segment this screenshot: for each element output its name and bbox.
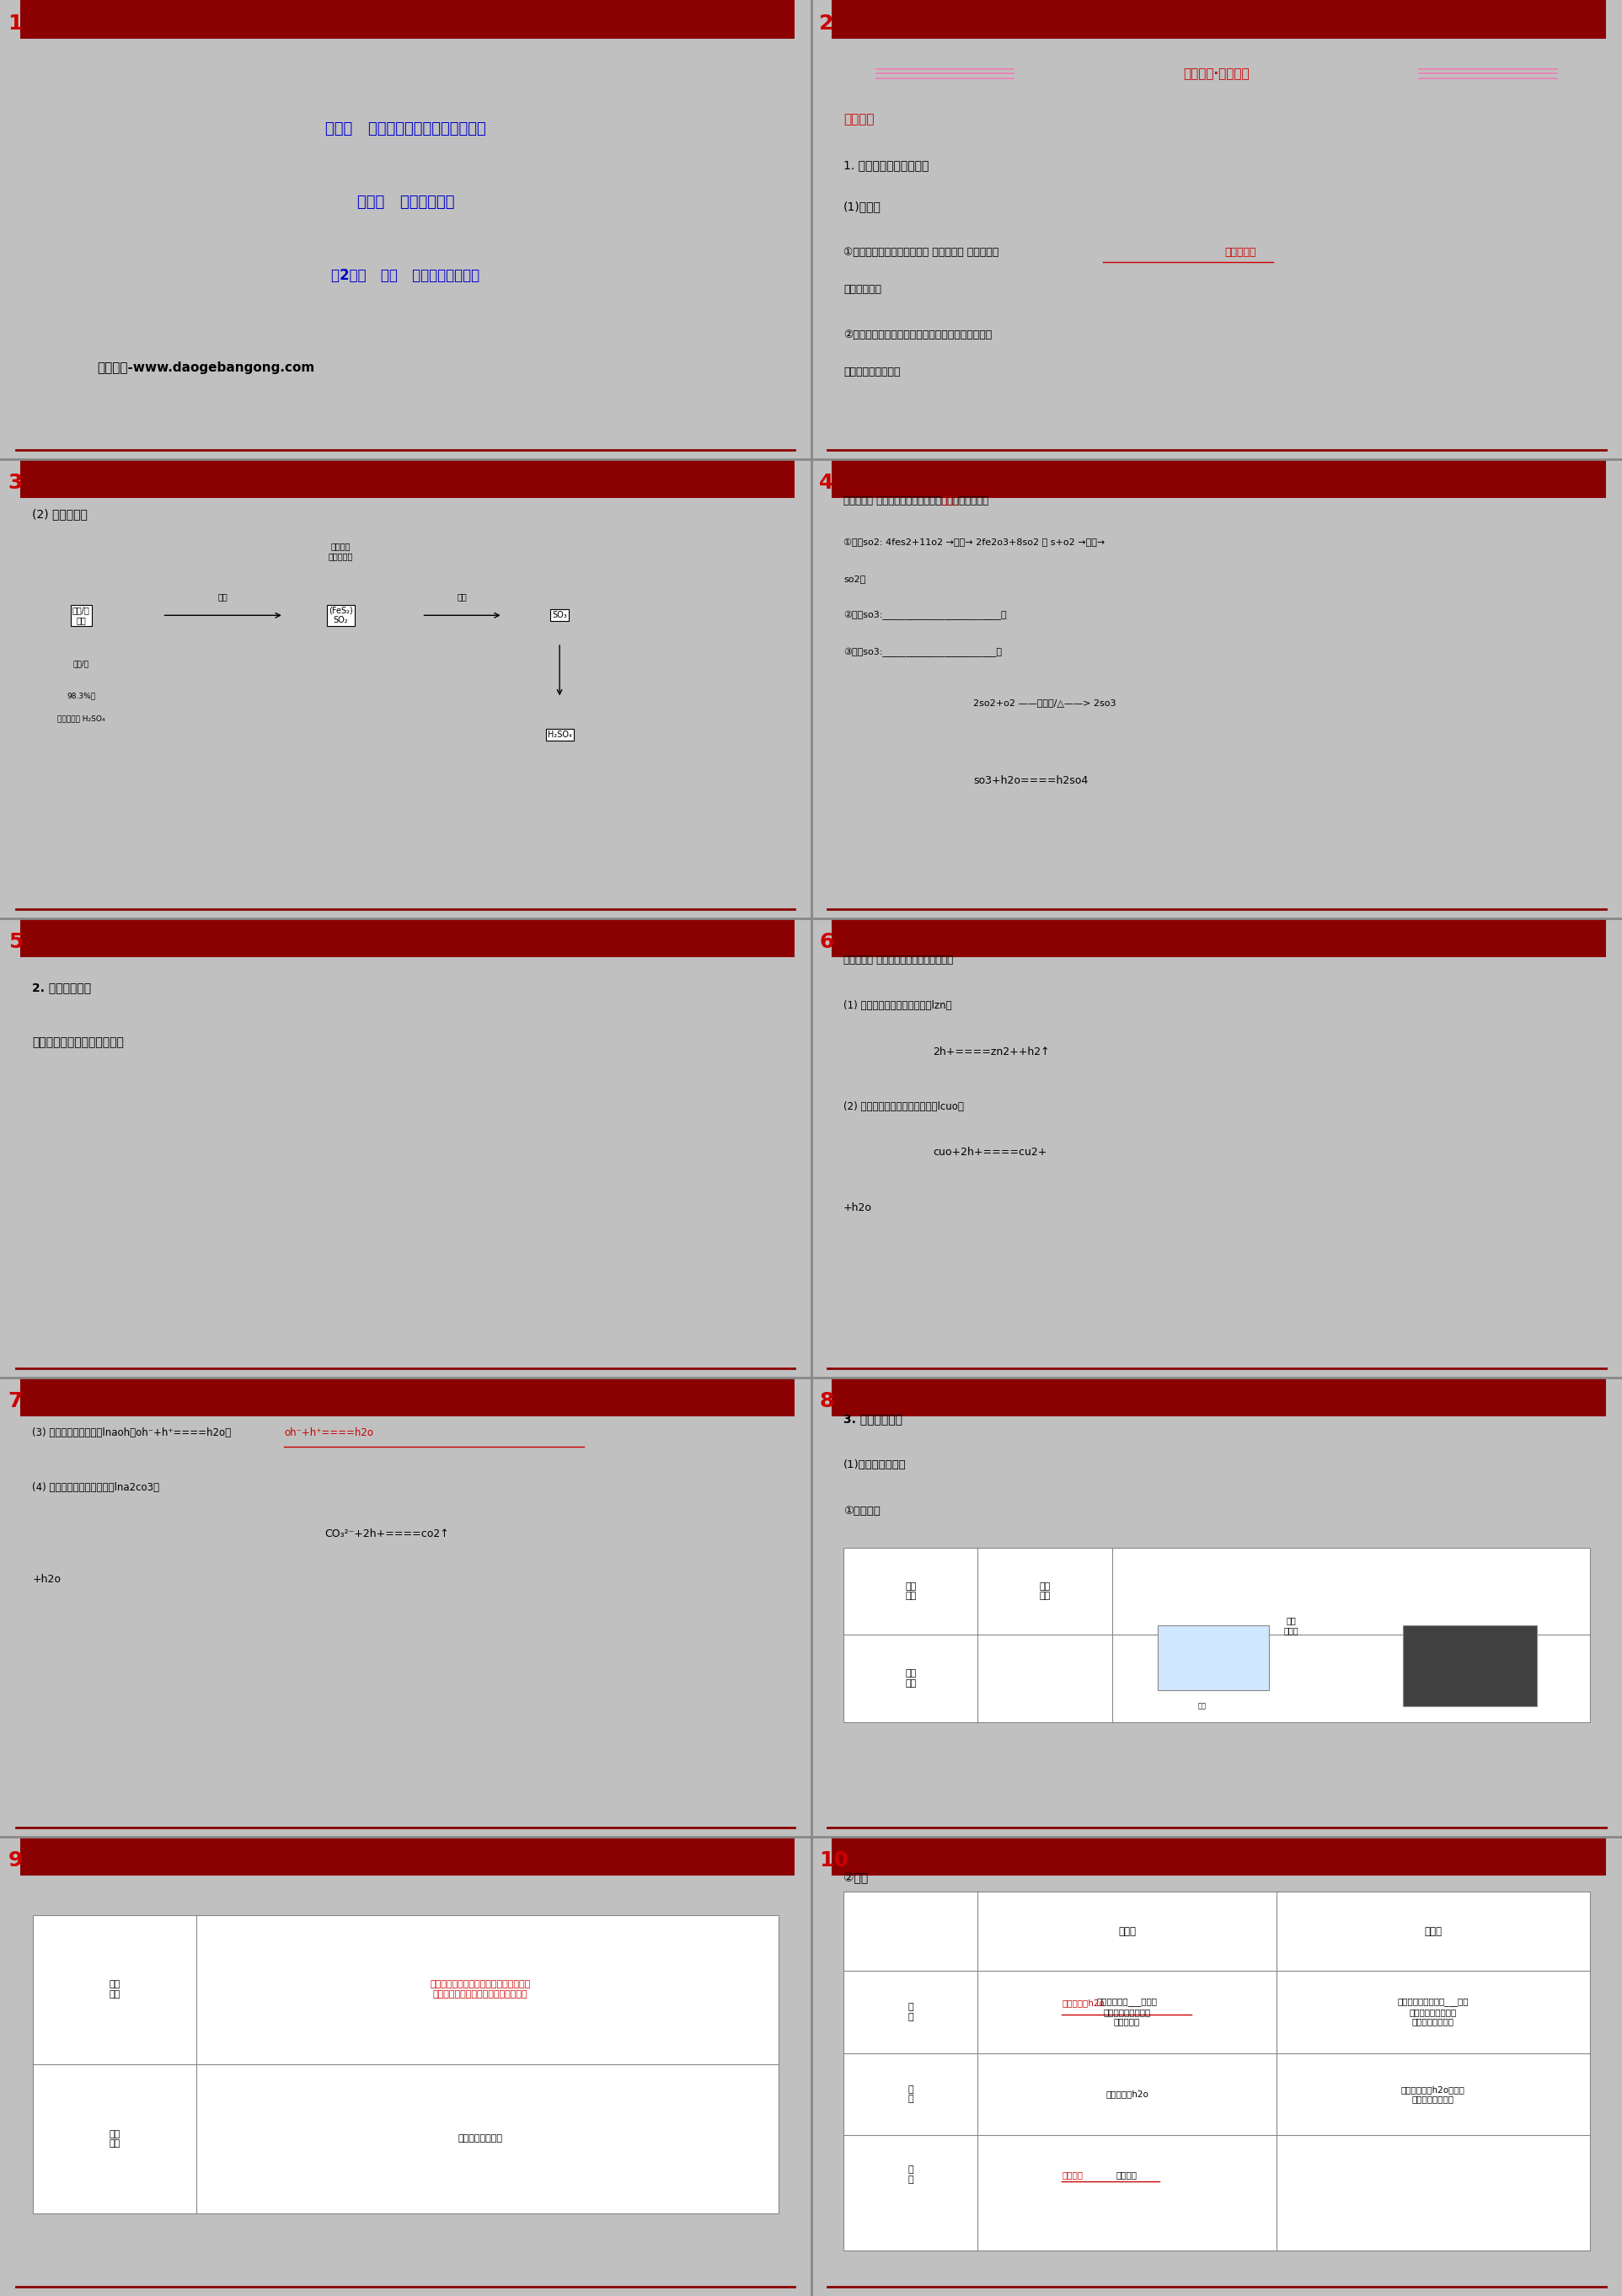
- Text: (1) 稀硫酸与活泼金属反应，如lzn：: (1) 稀硫酸与活泼金属反应，如lzn：: [843, 1001, 952, 1010]
- Text: 9: 9: [8, 1851, 23, 1871]
- Text: 10: 10: [819, 1851, 848, 1871]
- Text: 1: 1: [8, 14, 23, 34]
- Text: 第2课时   硫酸   硫酸根离子的检验: 第2课时 硫酸 硫酸根离子的检验: [331, 269, 480, 282]
- Text: 做一做: 做一做: [941, 496, 959, 505]
- Text: 蔗糖变黑，体积膨胀，变成疏松多孔的海
绵状的炭，并发出有刺激性气味的气体: 蔗糖变黑，体积膨胀，变成疏松多孔的海 绵状的炭，并发出有刺激性气味的气体: [430, 1981, 530, 1998]
- Text: (2) 工业制备：: (2) 工业制备：: [32, 507, 88, 521]
- Text: 3. 浓硫酸的特性: 3. 浓硫酸的特性: [843, 1412, 902, 1426]
- FancyBboxPatch shape: [830, 918, 1606, 957]
- Text: (1)用途：: (1)用途：: [843, 200, 881, 214]
- Text: 浓硫酸能把有机物中___氢、
氧元素按水的组成脱
去，剩余黑色的炭: 浓硫酸能把有机物中___氢、 氧元素按水的组成脱 去，剩余黑色的炭: [1397, 1998, 1468, 2025]
- Text: ③吸收so3:________________________。: ③吸收so3:________________________。: [843, 647, 1002, 657]
- Text: 【做一做】 写出下列反应的离子方程式：: 【做一做】 写出下列反应的离子方程式：: [843, 955, 954, 964]
- Text: 第五章   化工生产中的重要非金属元素: 第五章 化工生产中的重要非金属元素: [324, 122, 487, 135]
- Text: 实验
操作: 实验 操作: [905, 1582, 916, 1600]
- Text: 硫黄/硫
铁矿: 硫黄/硫 铁矿: [73, 606, 89, 625]
- Text: 化肥、农药: 化肥、农药: [1225, 248, 1255, 257]
- Text: 硫黄/矿: 硫黄/矿: [73, 659, 89, 668]
- Text: 实验
操作: 实验 操作: [1040, 1582, 1051, 1600]
- Text: 空气: 空气: [457, 592, 467, 602]
- Text: 实验
现象: 实验 现象: [109, 2131, 120, 2147]
- Text: 硫酸是强酸，具有酸的通性。: 硫酸是强酸，具有酸的通性。: [32, 1035, 125, 1049]
- Text: so3+h2o====h2so4: so3+h2o====h2so4: [973, 776, 1088, 785]
- Text: 浓硫酸能吸收___气体、
液体中的水分及固体
中的结晶水: 浓硫酸能吸收___气体、 液体中的水分及固体 中的结晶水: [1096, 1998, 1158, 2025]
- Text: 第一节   硫及其化合物: 第一节 硫及其化合物: [357, 195, 454, 209]
- Text: +h2o: +h2o: [32, 1575, 62, 1584]
- Text: 空气: 空气: [217, 592, 229, 602]
- Text: 7: 7: [8, 1391, 23, 1412]
- Text: 作干燥剂: 作干燥剂: [1062, 2170, 1083, 2179]
- Text: 实验
现象: 实验 现象: [905, 1669, 916, 1688]
- FancyBboxPatch shape: [19, 0, 795, 39]
- Text: 4: 4: [819, 473, 834, 494]
- Text: 6: 6: [819, 932, 834, 953]
- Text: 2h+====zn2++h2↑: 2h+====zn2++h2↑: [933, 1047, 1049, 1056]
- Text: (1)吸水性与脱水性: (1)吸水性与脱水性: [843, 1460, 907, 1469]
- Text: 浓硫酸具有脱水性: 浓硫酸具有脱水性: [457, 2135, 503, 2142]
- Text: 2: 2: [819, 14, 834, 34]
- FancyBboxPatch shape: [19, 1378, 795, 1417]
- Text: 1. 硫酸的用途与工业制备: 1. 硫酸的用途与工业制备: [843, 158, 929, 172]
- Text: 料、盐类等。: 料、盐类等。: [843, 285, 881, 294]
- Text: 物质中含有h2o: 物质中含有h2o: [1062, 1998, 1105, 2007]
- Text: 应
用: 应 用: [908, 2165, 913, 2183]
- FancyBboxPatch shape: [19, 459, 795, 498]
- Text: 道格办公-www.daogebangong.com: 道格办公-www.daogebangong.com: [97, 360, 315, 374]
- Text: 物质中含有h2o: 物质中含有h2o: [1106, 2089, 1148, 2099]
- FancyBboxPatch shape: [19, 918, 795, 957]
- Text: 吸水性: 吸水性: [1118, 1926, 1135, 1938]
- Text: 脱水性: 脱水性: [1424, 1926, 1442, 1938]
- Text: (2) 稀硫酸与金属氧化物反应，如lcuo：: (2) 稀硫酸与金属氧化物反应，如lcuo：: [843, 1102, 963, 1111]
- Text: so2；: so2；: [843, 574, 866, 583]
- Text: (FeS₂)
SO₂: (FeS₂) SO₂: [329, 606, 352, 625]
- Text: ②用于精炼石油、金属加工前的酸洗及制取各种挥发: ②用于精炼石油、金属加工前的酸洗及制取各种挥发: [843, 331, 993, 340]
- Text: 一、硫酸: 一、硫酸: [843, 113, 874, 126]
- Text: 5: 5: [8, 932, 23, 953]
- Text: ②对比: ②对比: [843, 1871, 868, 1885]
- Text: cuo+2h+====cu2+: cuo+2h+====cu2+: [933, 1148, 1046, 1157]
- Text: oh⁻+h⁺====h2o: oh⁻+h⁺====h2o: [284, 1428, 373, 1437]
- FancyBboxPatch shape: [843, 1548, 1590, 1722]
- Text: 必备知识·素养奠基: 必备知识·素养奠基: [1184, 67, 1249, 80]
- Text: 2so2+o2 ——催化剂/△——> 2so3: 2so2+o2 ——催化剂/△——> 2so3: [973, 698, 1116, 707]
- FancyBboxPatch shape: [830, 1378, 1606, 1417]
- FancyBboxPatch shape: [843, 1892, 1590, 2250]
- Text: 区
别: 区 别: [908, 2085, 913, 2103]
- Text: 作干燥剂: 作干燥剂: [1116, 2170, 1137, 2179]
- Text: 2. 稀硫酸的性质: 2. 稀硫酸的性质: [32, 980, 91, 994]
- Text: SO₃: SO₃: [551, 611, 568, 620]
- Text: 实验
现象: 实验 现象: [109, 1981, 120, 1998]
- Text: ①制备so2: 4fes2+11o2 →高温→ 2fe2o3+8so2 或 s+o2 →点燃→: ①制备so2: 4fes2+11o2 →高温→ 2fe2o3+8so2 或 s+…: [843, 537, 1105, 546]
- Text: +h2o: +h2o: [843, 1203, 873, 1212]
- FancyBboxPatch shape: [830, 459, 1606, 498]
- Text: 98.3%的: 98.3%的: [67, 691, 96, 700]
- FancyBboxPatch shape: [830, 0, 1606, 39]
- Text: 浓硫酸吸收 H₂SO₄: 浓硫酸吸收 H₂SO₄: [57, 714, 105, 723]
- FancyBboxPatch shape: [830, 1837, 1606, 1876]
- Text: 8: 8: [819, 1391, 834, 1412]
- Text: 金属冶炼
产生的尾气: 金属冶炼 产生的尾气: [328, 542, 354, 560]
- FancyBboxPatch shape: [32, 1915, 779, 2213]
- Text: (4) 稀硫酸与部分盐反应，如lna2co3：: (4) 稀硫酸与部分盐反应，如lna2co3：: [32, 1483, 159, 1492]
- Text: 物质中不含有h2o，只含
有氢元素和氧元素: 物质中不含有h2o，只含 有氢元素和氧元素: [1401, 2085, 1465, 2103]
- FancyBboxPatch shape: [19, 1837, 795, 1876]
- Text: (3) 稀硫酸与碱反应，如lnaoh：oh⁻+h⁺====h2o。: (3) 稀硫酸与碱反应，如lnaoh：oh⁻+h⁺====h2o。: [32, 1428, 232, 1437]
- Text: 原
理: 原 理: [908, 2002, 913, 2020]
- Text: H₂SO₄: H₂SO₄: [548, 730, 571, 739]
- Text: ①重要的化工原料，可用于制 化肥、农药 、炸药、染: ①重要的化工原料，可用于制 化肥、农药 、炸药、染: [843, 248, 999, 257]
- Text: 【做一做】 写出工业制备硫酸有关反应的化学方程式：: 【做一做】 写出工业制备硫酸有关反应的化学方程式：: [843, 496, 988, 505]
- Text: ②制备so3:_________________________；: ②制备so3:_________________________；: [843, 611, 1007, 620]
- Text: 3: 3: [8, 473, 23, 494]
- Text: ①实验探究: ①实验探究: [843, 1506, 881, 1515]
- Text: CO₃²⁻+2h+====co2↑: CO₃²⁻+2h+====co2↑: [324, 1529, 449, 1538]
- Text: 性酸、作干燥剂等。: 性酸、作干燥剂等。: [843, 367, 900, 377]
